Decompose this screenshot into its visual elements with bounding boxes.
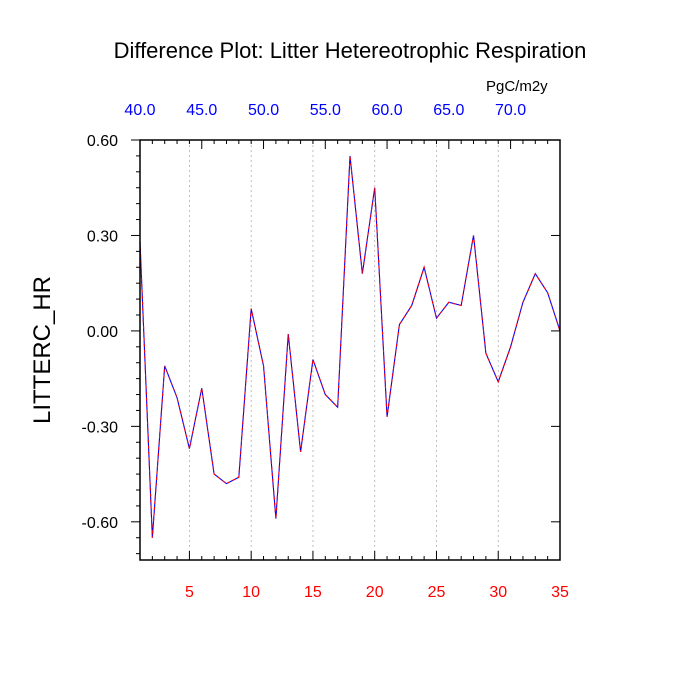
chart-title: Difference Plot: Litter Hetereotrophic R… [113,38,587,63]
gridlines [189,140,499,560]
top-tick-label: 50.0 [248,102,279,119]
x-tick-label: 15 [304,584,322,601]
top-tick-label: 40.0 [124,102,155,119]
series-line-dashed [139,155,561,538]
top-tick-label: 55.0 [310,102,341,119]
series-line [139,155,561,538]
x-tick-label: 25 [428,584,446,601]
axis-ticks [131,139,561,560]
units-label: PgC/m2y [486,78,548,95]
top-tick-label: 45.0 [186,102,217,119]
x-tick-label: 30 [489,584,507,601]
x-tick-label: 10 [242,584,260,601]
top-tick-label: 70.0 [495,102,526,119]
y-tick-label: 0.60 [87,133,118,150]
y-tick-label: 0.00 [87,324,118,341]
y-tick-label: -0.30 [82,419,119,436]
series-lines [139,155,561,538]
tick-labels: 5 10 15 20 25 30 35 40.0 45.0 50.0 55.0 60.0 65.0 70.… [82,102,569,601]
plot-frame [139,139,561,561]
x-tick-label: 35 [551,584,569,601]
x-tick-label: 20 [366,584,384,601]
y-tick-label: 0.30 [87,228,118,245]
y-tick-label: -0.60 [82,515,119,532]
top-tick-label: 65.0 [433,102,464,119]
top-tick-label: 60.0 [371,102,402,119]
x-tick-label: 5 [185,584,194,601]
